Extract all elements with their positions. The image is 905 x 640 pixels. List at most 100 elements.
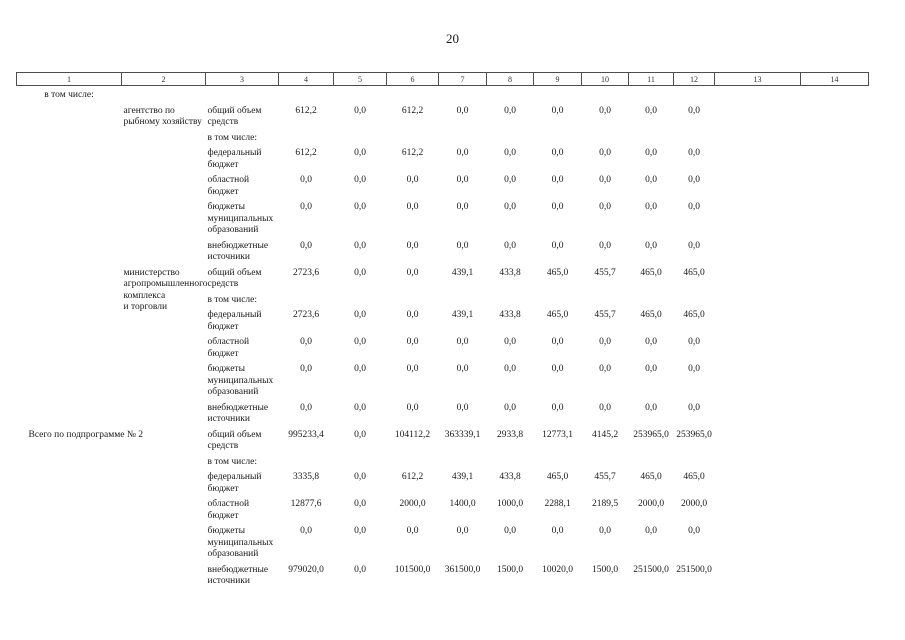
value-cell: 0,0: [300, 337, 312, 347]
value-cell: 4145,2: [591, 429, 619, 440]
value-cell: 0,0: [599, 175, 611, 185]
table-row: областной бюджет 0,0 0,0 0,0 0,0 0,0 0,0…: [17, 333, 869, 360]
value-cell: 0,0: [456, 240, 469, 251]
value-cell: 0,0: [551, 526, 564, 536]
section-owner: в том числе:: [44, 90, 94, 100]
value-cell: 101500,0: [394, 564, 431, 575]
value-cell: 0,0: [300, 364, 312, 374]
row-label: общий объем средств: [207, 105, 262, 128]
table-row: внебюджетные источники 979020,0 0,0 1015…: [17, 561, 869, 588]
value-cell: 433,8: [499, 267, 521, 278]
value-cell: 0,0: [300, 175, 312, 185]
value-cell: 0,0: [354, 429, 366, 440]
row-label: федеральный бюджет: [207, 472, 262, 494]
value-cell: 0,0: [688, 402, 700, 413]
value-cell: 0,0: [599, 148, 611, 158]
table-row: в том числе:: [17, 129, 869, 145]
value-cell: 251500,0: [676, 564, 712, 575]
header-row: 1 2 3 4 5 6 7 8 9 10 11 12 13 14: [16, 72, 869, 86]
value-cell: 439,1: [451, 310, 474, 320]
row-label: бюджеты муниципальных образований: [207, 364, 274, 397]
value-cell: 2189,5: [591, 499, 619, 509]
col-number-cell: 11: [628, 72, 674, 86]
value-cell: 0,0: [354, 472, 366, 482]
table-row: внебюджетные источники 0,0 0,0 0,0 0,0 0…: [17, 399, 869, 426]
table-row: федеральный бюджет 2723,6 0,0 0,0 439,1 …: [17, 306, 869, 333]
value-cell: 0,0: [300, 526, 312, 536]
value-cell: 0,0: [551, 337, 564, 347]
value-cell: 0,0: [645, 202, 657, 212]
value-cell: 104112,2: [394, 429, 431, 440]
col-number-cell: 1: [16, 72, 122, 86]
value-cell: 0,0: [688, 105, 700, 116]
row-label: областной бюджет: [207, 337, 250, 359]
table-row: в том числе:: [17, 453, 869, 469]
value-cell: 439,1: [451, 267, 474, 278]
value-cell: 0,0: [300, 402, 312, 413]
value-cell: 0,0: [599, 202, 611, 212]
value-cell: 612,2: [401, 105, 424, 116]
value-cell: 0,0: [406, 337, 419, 347]
value-cell: 0,0: [551, 105, 564, 116]
table-row: в том числе:: [17, 86, 869, 102]
value-cell: 2000,0: [399, 499, 426, 509]
value-cell: 0,0: [456, 526, 469, 536]
value-cell: 0,0: [688, 148, 700, 158]
page-number: 20: [446, 31, 459, 46]
value-cell: 465,0: [640, 472, 662, 482]
value-cell: 0,0: [456, 402, 469, 413]
value-cell: 0,0: [300, 202, 312, 212]
value-cell: 0,0: [406, 175, 419, 185]
section-owner: Всего по подпрограмме № 2: [28, 429, 144, 440]
value-cell: 0,0: [406, 202, 419, 212]
table-row: федеральный бюджет 3335,8 0,0 612,2 439,…: [17, 468, 869, 495]
value-cell: 465,0: [683, 472, 705, 482]
value-cell: 465,0: [546, 310, 569, 320]
value-cell: 612,2: [295, 105, 317, 116]
budget-table: 1 2 3 4 5 6 7 8 9 10 11 12 13 14 в том ч…: [16, 72, 869, 588]
row-label: в том числе:: [207, 294, 258, 305]
value-cell: 0,0: [354, 337, 366, 347]
value-cell: 0,0: [551, 364, 564, 374]
value-cell: 0,0: [406, 364, 419, 374]
value-cell: 10020,0: [542, 564, 573, 575]
table-row: областной бюджет 0,0 0,0 0,0 0,0 0,0 0,0…: [17, 171, 869, 198]
col-number-cell: 13: [714, 72, 801, 86]
value-cell: 0,0: [599, 240, 611, 251]
value-cell: 465,0: [640, 310, 662, 320]
value-cell: 253965,0: [633, 429, 669, 440]
col-number-cell: 2: [121, 72, 206, 86]
table-row: федеральный бюджет 612,2 0,0 612,2 0,0 0…: [17, 144, 869, 171]
col-number-cell: 3: [205, 72, 279, 86]
value-cell: 0,0: [354, 364, 366, 374]
table-row: агентство по рыбному хозяйству общий объ…: [17, 102, 869, 129]
row-label: внебюджетные источники: [207, 564, 269, 587]
value-cell: 612,2: [401, 472, 424, 482]
value-cell: 0,0: [504, 526, 516, 536]
value-cell: 1500,0: [496, 564, 524, 575]
row-label: внебюджетные источники: [207, 240, 269, 263]
value-cell: 363339,1: [444, 429, 481, 440]
row-label: внебюджетные источники: [207, 402, 269, 425]
value-cell: 465,0: [683, 310, 705, 320]
value-cell: 0,0: [551, 402, 564, 413]
col-number-cell: 5: [333, 72, 387, 86]
row-label: в том числе:: [207, 456, 258, 467]
value-cell: 455,7: [594, 267, 616, 278]
value-cell: 3335,8: [292, 472, 320, 482]
value-cell: 2000,0: [680, 499, 708, 509]
col-number-cell: 6: [386, 72, 439, 86]
table-row: бюджеты муниципальных образований 0,0 0,…: [17, 198, 869, 237]
value-cell: 1500,0: [591, 564, 619, 575]
value-cell: 0,0: [504, 105, 516, 116]
row-label: бюджеты муниципальных образований: [207, 526, 274, 559]
table-row: министерство агропромышленного комплекса…: [17, 264, 869, 313]
value-cell: 2000,0: [637, 499, 665, 509]
table-row: Всего по подпрограмме № 2 общий объем ср…: [17, 426, 869, 453]
value-cell: 0,0: [551, 240, 564, 251]
value-cell: 612,2: [401, 148, 424, 158]
row-label: федеральный бюджет: [207, 148, 262, 170]
value-cell: 0,0: [354, 240, 366, 251]
value-cell: 465,0: [683, 267, 705, 278]
value-cell: 0,0: [645, 337, 657, 347]
